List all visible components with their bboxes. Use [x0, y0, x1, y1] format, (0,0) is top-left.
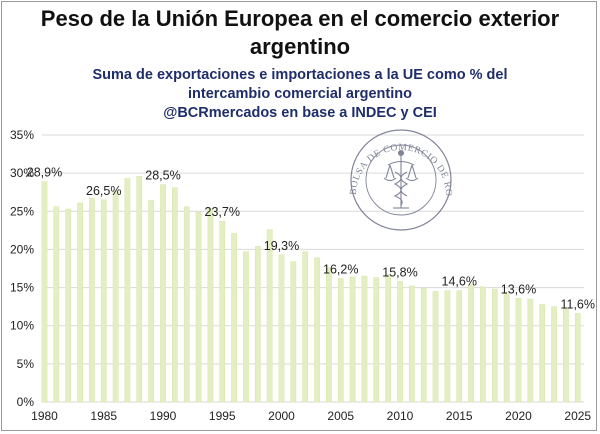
bar-2010	[397, 281, 403, 403]
bar-1980	[41, 181, 48, 403]
bar-2005	[337, 278, 344, 403]
chart-title-line2: argentino	[249, 34, 351, 59]
data-label-2020: 13,6%	[501, 282, 536, 296]
x-tick-label: 2010	[387, 409, 414, 423]
bar-1986	[112, 191, 119, 403]
bar-1992	[183, 206, 190, 403]
bar-1993	[195, 211, 202, 403]
y-tick-label: 0%	[17, 395, 35, 409]
x-tick-label: 2015	[446, 409, 473, 423]
seal-watermark: BOLSA DE COMERCIO DE ROSARIO	[0, 0, 453, 231]
data-label-2025: 11,6%	[560, 298, 595, 312]
bar-1985	[100, 199, 107, 403]
x-tick-label: 1990	[150, 409, 177, 423]
bar-2004	[326, 267, 332, 403]
bar-2013	[432, 291, 439, 403]
bar-2000	[278, 254, 285, 403]
y-tick-label: 30%	[10, 166, 34, 180]
bar-2019	[503, 293, 510, 403]
y-tick-label: 5%	[17, 357, 35, 371]
bar-1981	[53, 206, 60, 403]
bar-2015	[456, 290, 463, 403]
data-label-1985: 26,5%	[86, 184, 121, 198]
chart-subtitle-line1: Suma de exportaciones e importaciones a …	[92, 67, 508, 83]
x-tick-label: 1995	[209, 409, 236, 423]
bar-2007	[361, 275, 368, 403]
bar-1987	[124, 178, 131, 403]
y-tick-label: 25%	[10, 204, 34, 218]
y-tick-label: 35%	[10, 128, 34, 142]
data-label-2005: 16,2%	[323, 262, 358, 276]
bar-1984	[89, 198, 95, 403]
bar-1995	[219, 220, 226, 403]
data-labels: 28,9% 26,5% 28,5% 23,7% 19,3% 16,2% 15,8% 14,6%…	[27, 166, 595, 312]
data-label-1990: 28,5%	[145, 169, 180, 183]
bar-2021	[527, 298, 534, 403]
y-tick-label: 20%	[10, 242, 34, 256]
bar-1988	[136, 175, 143, 403]
bar-2024	[563, 308, 569, 403]
x-tick-label: 2005	[327, 409, 354, 423]
bar-2009	[385, 274, 391, 403]
bar-1998	[254, 246, 261, 403]
x-tick-label: 2020	[505, 409, 532, 423]
x-tick-label: 2000	[268, 409, 295, 423]
bar-1997	[243, 251, 249, 403]
x-tick-label: 2025	[564, 409, 591, 423]
x-tick-label: 1980	[31, 409, 58, 423]
y-tick-label: 10%	[10, 319, 34, 333]
x-axis: 1980 1985 1990 1995 2000 2005 2010 2015 2020 2025	[31, 409, 591, 423]
bars	[41, 175, 581, 403]
y-axis: 0% 5% 10% 15% 20% 25% 30% 35%	[10, 128, 34, 409]
bar-1996	[231, 233, 237, 403]
bar-2006	[349, 276, 356, 403]
bar-1990	[160, 184, 166, 403]
chart-subtitle-line2: intercambio comercial argentino	[187, 86, 412, 102]
y-tick-label: 15%	[10, 281, 34, 295]
seal-text: BOLSA DE COMERCIO DE ROSARIO	[0, 0, 453, 197]
bar-2012	[420, 288, 427, 403]
data-label-2000: 19,3%	[264, 239, 299, 253]
gridlines	[42, 134, 584, 403]
bar-2018	[491, 288, 498, 403]
data-label-1980: 28,9%	[27, 166, 62, 180]
bar-2011	[409, 285, 415, 403]
bar-1994	[207, 207, 214, 403]
data-label-2015: 14,6%	[442, 275, 477, 289]
x-tick-label: 1985	[90, 409, 117, 423]
chart-title-line1: Peso de la Unión Europea en el comercio …	[40, 6, 560, 31]
bar-2017	[480, 286, 486, 403]
bar-2002	[302, 251, 309, 403]
bar-2022	[539, 304, 546, 403]
bar-1999	[266, 229, 273, 403]
bar-2014	[444, 290, 451, 403]
caduceus-scales-icon	[383, 149, 419, 209]
bar-2016	[468, 284, 474, 403]
bar-2020	[515, 298, 522, 403]
bar-2023	[551, 306, 557, 403]
bar-2003	[314, 257, 320, 403]
bar-2001	[290, 261, 297, 403]
data-label-2010: 15,8%	[382, 265, 417, 279]
bar-1989	[148, 200, 155, 403]
bar-1982	[65, 208, 72, 403]
bar-2025	[574, 313, 581, 403]
data-label-1995: 23,7%	[205, 205, 240, 219]
chart-subtitle-line3: @BCRmercados en base a INDEC y CEI	[163, 105, 437, 121]
bar-1983	[77, 202, 83, 403]
bar-1991	[172, 187, 178, 403]
bar-2008	[373, 277, 380, 403]
